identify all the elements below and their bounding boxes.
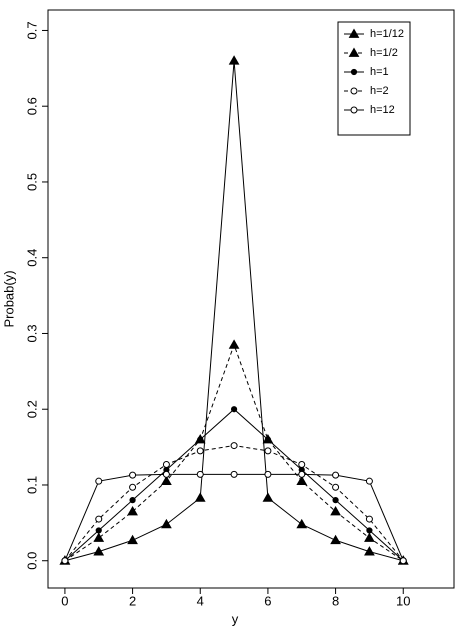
- marker: [350, 87, 358, 95]
- y-tick-label: 0.7: [24, 21, 39, 39]
- marker: [197, 436, 204, 443]
- marker: [262, 492, 274, 502]
- marker: [298, 461, 306, 469]
- marker: [230, 406, 238, 413]
- marker: [162, 461, 170, 469]
- y-tick-label: 0.3: [24, 324, 39, 342]
- marker: [230, 442, 238, 450]
- marker: [61, 557, 69, 565]
- legend-box: [337, 21, 411, 136]
- marker: [194, 492, 206, 502]
- y-tick-label: 0.5: [24, 173, 39, 191]
- legend-label: h=12: [370, 104, 395, 116]
- x-axis-label: y: [232, 611, 239, 626]
- marker: [264, 447, 272, 455]
- marker: [129, 497, 136, 504]
- marker: [364, 532, 375, 542]
- legend-label: h=1/2: [370, 47, 398, 59]
- legend-label: h=1/12: [370, 28, 404, 40]
- y-tick-label: 0.6: [24, 97, 39, 115]
- marker: [264, 436, 272, 443]
- marker: [264, 470, 272, 478]
- marker: [298, 470, 306, 478]
- marker: [95, 527, 102, 534]
- legend-label: h=1: [370, 66, 389, 78]
- marker: [330, 505, 341, 516]
- marker: [332, 471, 340, 479]
- marker: [162, 470, 170, 478]
- legend: h=1/12 h=1/2 h=1 h=2 h=12: [337, 21, 411, 136]
- marker: [296, 518, 308, 529]
- x-tick-label: 6: [264, 593, 271, 608]
- marker: [129, 471, 137, 479]
- y-axis-label: Probab(y): [1, 270, 16, 327]
- marker: [332, 483, 340, 491]
- marker: [365, 477, 373, 485]
- series-line: [64, 445, 404, 562]
- marker: [129, 483, 137, 491]
- legend-label: h=2: [370, 85, 389, 97]
- marker: [350, 68, 358, 76]
- y-tick-label: 0.4: [24, 249, 39, 267]
- marker: [364, 546, 375, 556]
- marker: [127, 534, 138, 545]
- x-tick-label: 4: [197, 593, 204, 608]
- marker: [95, 477, 103, 485]
- marker: [127, 505, 138, 516]
- marker: [93, 532, 105, 542]
- marker: [228, 339, 240, 349]
- marker: [93, 546, 105, 556]
- series-line: [64, 473, 404, 561]
- marker: [161, 475, 172, 486]
- marker: [228, 55, 240, 65]
- x-tick-label: 2: [129, 593, 136, 608]
- marker: [350, 106, 358, 114]
- marker: [348, 47, 360, 57]
- marker: [196, 447, 204, 455]
- y-tick-label: 0.1: [24, 476, 39, 494]
- marker: [399, 557, 407, 565]
- marker: [296, 475, 308, 486]
- y-tick-label: 0.2: [24, 400, 39, 418]
- series-line: [64, 408, 404, 562]
- plot-frame: [47, 9, 455, 589]
- marker: [196, 470, 204, 478]
- x-tick-label: 8: [332, 593, 339, 608]
- x-tick-label: 0: [61, 593, 68, 608]
- marker: [348, 28, 360, 38]
- marker: [230, 470, 238, 478]
- marker: [365, 515, 373, 523]
- marker: [332, 497, 339, 504]
- y-tick-label: 0.0: [24, 552, 39, 570]
- marker: [95, 515, 103, 523]
- marker: [366, 527, 373, 534]
- marker: [161, 518, 172, 529]
- marker: [330, 534, 341, 545]
- x-tick-label: 10: [396, 593, 410, 608]
- series-line: [64, 60, 404, 562]
- series-line: [64, 343, 404, 562]
